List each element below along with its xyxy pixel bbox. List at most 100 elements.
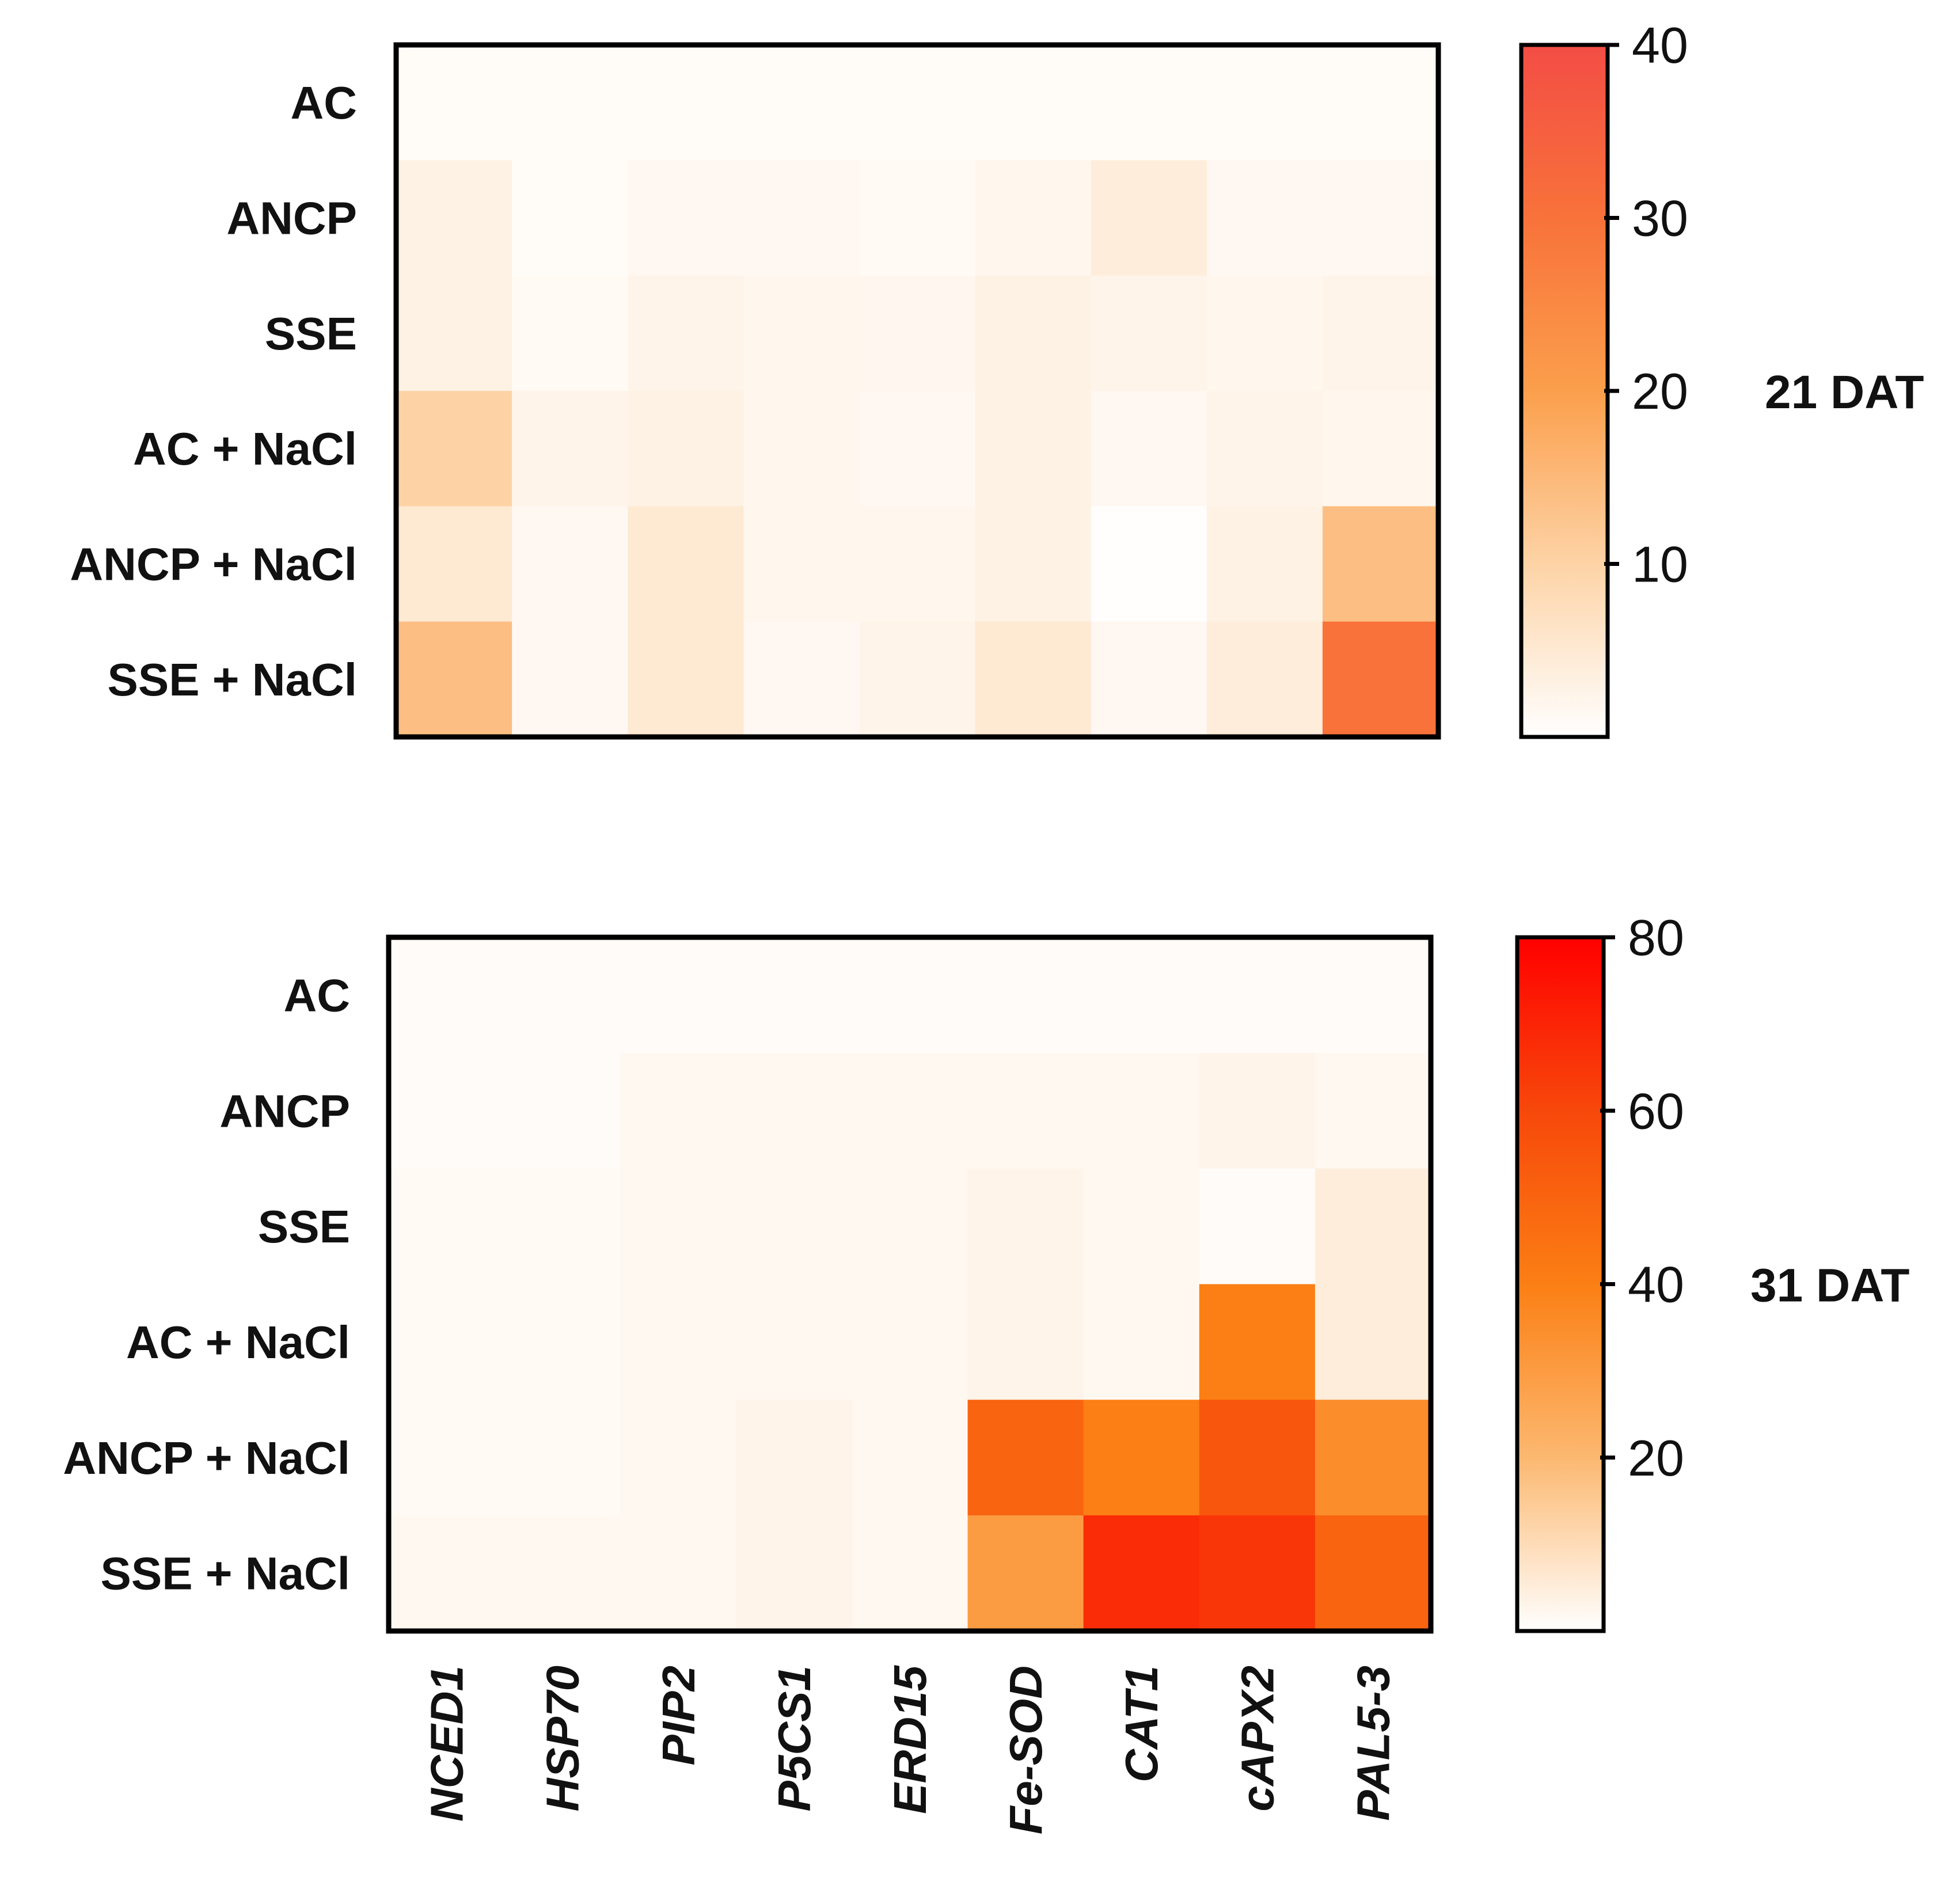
heatmap-cell-ancp-p5cs1 [736,1052,853,1169]
heatmap-cell-sse-erd15 [859,275,976,391]
heatmap-cell-ancp-erd15 [852,1052,968,1169]
heatmap-cell-sse-nced1 [396,275,512,391]
heatmap-cell-sse-pal5-3 [1322,275,1439,391]
colorbar-tick-label-40: 40 [1632,17,1688,74]
heatmap-cell-sse-p5cs1 [743,275,860,391]
colorbar-tick-label-20: 20 [1628,1430,1684,1487]
heatmap-cell-sse-nacl-erd15 [859,621,976,737]
row-label-ancp-nacl: ANCP + NaCl [70,539,357,590]
heatmap-cell-sse-cat1 [1091,275,1207,391]
heatmap-cell-sse-nacl-capx2 [1206,621,1323,737]
heatmap-cell-ancp-fe-sod [967,1052,1084,1169]
heatmap-cell-sse-nacl-capx2 [1199,1515,1316,1632]
heatmap-cell-sse-hsp70 [504,1168,621,1285]
heatmap-cell-sse-nacl-pal5-3 [1322,621,1439,737]
row-label-ac: AC [283,970,350,1021]
row-label-ac: AC [290,77,357,128]
heatmap-cell-ancp-nacl-hsp70 [512,506,628,622]
heatmap-cell-ac-capx2 [1206,45,1323,161]
heatmap-cell-ac-pip2 [628,45,744,161]
heatmap-cell-ac-nacl-hsp70 [504,1284,621,1400]
heatmap-cell-ac-nacl-cat1 [1083,1284,1200,1400]
heatmap-cell-ancp-nacl-capx2 [1199,1400,1316,1516]
heatmap-cell-ancp-nacl-fe-sod [967,1400,1084,1516]
heatmap-cell-sse-nacl-p5cs1 [743,621,860,737]
heatmap-cell-sse-nacl-erd15 [852,1515,968,1632]
heatmap-cell-ancp-nacl-pal5-3 [1322,506,1439,622]
heatmap-cell-ac-nacl-nced1 [396,391,512,507]
heatmap-cell-ancp-nacl-nced1 [396,506,512,622]
heatmap-cell-ancp-nacl-erd15 [859,506,976,622]
heatmap-cell-ac-nacl-capx2 [1199,1284,1316,1400]
heatmap-cell-ancp-pip2 [620,1052,736,1169]
heatmap-cell-ac-pal5-3 [1322,45,1439,161]
column-label-fe-sod: Fe-SOD [1000,1666,1051,1834]
heatmap-cell-ancp-cat1 [1083,1052,1200,1169]
row-label-sse-nacl: SSE + NaCl [100,1548,350,1599]
column-label-pal5-3: PAL5-3 [1347,1666,1399,1821]
heatmap-cell-ac-erd15 [859,45,976,161]
heatmap-cell-sse-pip2 [620,1168,736,1285]
heatmap-cell-ancp-pal5-3 [1322,160,1439,276]
column-label-cat1: CAT1 [1116,1666,1167,1782]
heatmap-cell-ac-pip2 [620,937,736,1054]
heatmap-cell-ancp-nacl-pip2 [620,1400,736,1516]
heatmap-cell-ac-nced1 [396,45,512,161]
heatmap-cell-ac-nacl-fe-sod [975,391,1092,507]
heatmap-cell-ancp-nacl-p5cs1 [743,506,860,622]
column-label-erd15: ERD15 [884,1664,936,1814]
heatmap-frame [393,42,1441,740]
heatmap-cell-sse-cat1 [1083,1168,1200,1285]
heatmap-cell-ac-hsp70 [512,45,628,161]
colorbar-tick-label-20: 20 [1632,363,1688,420]
heatmap-cell-sse-nacl-hsp70 [504,1515,621,1632]
heatmap-cell-ac-erd15 [852,937,968,1054]
column-label-nced1: NCED1 [421,1666,473,1822]
heatmap-cell-sse-nacl-hsp70 [512,621,628,737]
panel-title: 31 DAT [1750,1260,1909,1312]
heatmap-cell-ac-fe-sod [975,45,1092,161]
heatmap-cell-ancp-capx2 [1199,1052,1316,1169]
heatmap-frame [386,934,1434,1634]
heatmap-cell-ancp-p5cs1 [743,160,860,276]
heatmap-cell-sse-erd15 [852,1168,968,1285]
heatmap-cell-sse-capx2 [1199,1168,1316,1285]
heatmap-cell-ac-nacl-pip2 [628,391,744,507]
heatmap-cell-ac-p5cs1 [736,937,853,1054]
heatmap-cell-sse-nacl-pip2 [628,621,744,737]
heatmap-cell-sse-pal5-3 [1315,1168,1431,1285]
heatmap-cell-ac-p5cs1 [743,45,860,161]
row-label-ac-nacl: AC + NaCl [126,1317,350,1368]
heatmap-cell-sse-nacl-nced1 [389,1515,505,1632]
heatmap-cell-ac-nacl-erd15 [852,1284,968,1400]
heatmap-panel-21-dat: AC ANCP SSE AC + NaCl ANCP + NaCl SSE + NaCl 1… [70,17,1924,740]
heatmap-cell-sse-nacl-pal5-3 [1315,1515,1431,1632]
heatmap-cell-ac-nacl-p5cs1 [736,1284,853,1400]
heatmap-cell-ac-nacl-capx2 [1206,391,1323,507]
heatmap-cell-ancp-pip2 [628,160,744,276]
heatmap-cell-ancp-cat1 [1091,160,1207,276]
heatmap-cell-ancp-hsp70 [504,1052,621,1169]
colorbar-tick-label-60: 60 [1628,1082,1684,1139]
row-label-sse: SSE [265,308,357,359]
heatmap-cell-ac-nacl-fe-sod [967,1284,1084,1400]
heatmap-cell-ancp-nacl-erd15 [852,1400,968,1516]
colorbar-gradient [1517,937,1604,1631]
colorbar-tick-label-10: 10 [1632,536,1688,593]
heatmap-cell-ac-cat1 [1083,937,1200,1054]
heatmap-cell-ancp-nacl-pal5-3 [1315,1400,1431,1516]
heatmap-cell-ac-nacl-pip2 [620,1284,736,1400]
heatmap-cell-sse-nacl-nced1 [396,621,512,737]
heatmap-cell-sse-nacl-cat1 [1083,1515,1200,1632]
heatmap-cell-ancp-nacl-nced1 [389,1400,505,1516]
colorbar-tick-label-80: 80 [1628,909,1684,966]
heatmap-cell-ancp-nacl-cat1 [1091,506,1207,622]
heatmap-cell-ac-nacl-erd15 [859,391,976,507]
heatmap-cell-ac-pal5-3 [1315,937,1431,1054]
heatmap-cell-sse-hsp70 [512,275,628,391]
heatmap-cell-ancp-nacl-cat1 [1083,1400,1200,1516]
heatmap-cell-sse-p5cs1 [736,1168,853,1285]
heatmap-cell-ancp-nacl-capx2 [1206,506,1323,622]
colorbar-tick-label-40: 40 [1628,1256,1684,1313]
